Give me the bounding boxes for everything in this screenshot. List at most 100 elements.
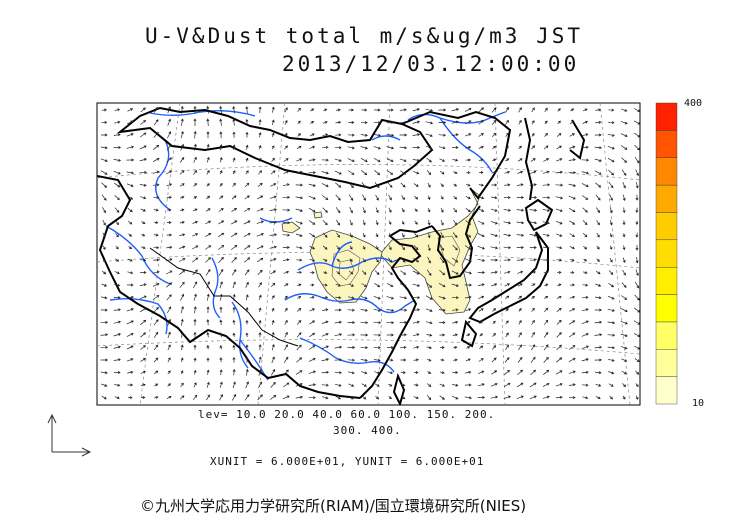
wind-arrow [336, 232, 340, 238]
wind-arrow [544, 307, 549, 313]
wind-arrow [245, 356, 249, 363]
wind-arrow [153, 357, 159, 363]
wind-arrow [178, 258, 186, 262]
wind-arrow [425, 108, 434, 112]
wind-arrow [167, 131, 172, 139]
wind-arrow [399, 283, 407, 288]
wind-arrow [388, 220, 392, 225]
wind-arrow [634, 294, 640, 301]
wind-arrow [427, 244, 431, 252]
wind-arrow [308, 370, 316, 374]
wind-arrow [542, 395, 550, 399]
colorbar [655, 102, 678, 405]
wind-arrow [101, 194, 107, 201]
wind-arrow [101, 395, 107, 400]
wind-arrow [622, 269, 626, 276]
wind-arrow [153, 196, 160, 200]
wind-arrow [336, 219, 340, 226]
wind-arrow [269, 258, 277, 262]
wind-arrow [139, 145, 147, 150]
wind-arrow [531, 319, 535, 325]
wind-arrow [569, 295, 576, 299]
wind-arrow [256, 220, 264, 224]
wind-arrow [465, 195, 471, 200]
wind-arrow [412, 308, 421, 312]
wind-arrow [594, 320, 603, 324]
wind-arrow [360, 358, 368, 362]
wind-arrow [114, 182, 121, 188]
wind-arrow [620, 346, 628, 350]
wind-arrow [412, 320, 420, 324]
wind-arrow [282, 195, 291, 199]
wind-arrow [180, 370, 184, 375]
wind-arrow [569, 308, 576, 312]
wind-arrow [477, 220, 485, 225]
wind-arrow [321, 171, 329, 175]
wind-arrow [568, 332, 576, 338]
wind-arrow [568, 195, 576, 200]
wind-arrow [594, 296, 602, 300]
wind-arrow [373, 308, 382, 312]
wind-arrow [322, 245, 328, 250]
wind-arrow [361, 170, 368, 176]
wind-arrow [568, 345, 576, 350]
wind-arrow [609, 257, 613, 263]
wind-arrow [425, 145, 433, 150]
wind-arrow [531, 120, 535, 125]
wind-arrow [166, 183, 173, 187]
wind-arrow [334, 333, 343, 337]
wind-arrow [295, 233, 303, 237]
wind-arrow [621, 169, 627, 176]
wind-arrow [413, 245, 419, 251]
wind-arrow [375, 207, 379, 214]
wind-arrow [386, 346, 394, 350]
wind-arrow [113, 308, 121, 312]
wind-arrow [309, 308, 316, 312]
wind-arrow [543, 258, 550, 262]
wind-arrow [321, 383, 329, 387]
wind-arrow [309, 320, 316, 325]
wind-arrow [271, 119, 275, 125]
wind-arrow [140, 107, 146, 113]
wind-arrow [620, 121, 628, 125]
wind-arrow [192, 233, 199, 237]
wind-arrow [608, 108, 615, 112]
wind-arrow [544, 283, 549, 287]
wind-arrow [271, 157, 275, 162]
wind-arrow [581, 145, 589, 149]
wind-arrow [166, 170, 173, 175]
wind-arrow [569, 283, 575, 287]
wind-arrow [386, 308, 395, 312]
wind-arrow [492, 308, 497, 312]
legend-units: XUNIT = 6.000E+01, YUNIT = 6.000E+01 [210, 455, 485, 468]
wind-arrow [179, 183, 185, 187]
wind-arrow [401, 208, 405, 213]
wind-arrow [360, 157, 368, 163]
wind-arrow [269, 233, 278, 237]
wind-arrow [544, 295, 549, 299]
wind-arrow [412, 120, 421, 124]
wind-arrow [167, 208, 172, 212]
wind-arrow [219, 293, 223, 301]
wind-arrow [347, 320, 356, 325]
rivers [105, 109, 506, 381]
wind-arrow [139, 170, 147, 174]
wind-arrow [440, 244, 445, 251]
wind-arrow [167, 220, 172, 225]
wind-arrow [505, 106, 509, 113]
wind-arrow [296, 270, 302, 274]
wind-arrow [594, 133, 602, 137]
wind-arrow [375, 257, 379, 263]
wind-arrow [206, 131, 210, 139]
wind-arrow [282, 183, 290, 187]
wind-arrow [283, 258, 290, 262]
wind-arrow [347, 333, 356, 337]
wind-arrow [439, 170, 445, 175]
wind-arrow [283, 356, 289, 363]
wind-arrow [465, 145, 472, 149]
wind-arrow [413, 345, 420, 349]
wind-arrow [179, 395, 185, 400]
wind-arrow [464, 283, 472, 287]
wind-arrow [517, 270, 524, 274]
